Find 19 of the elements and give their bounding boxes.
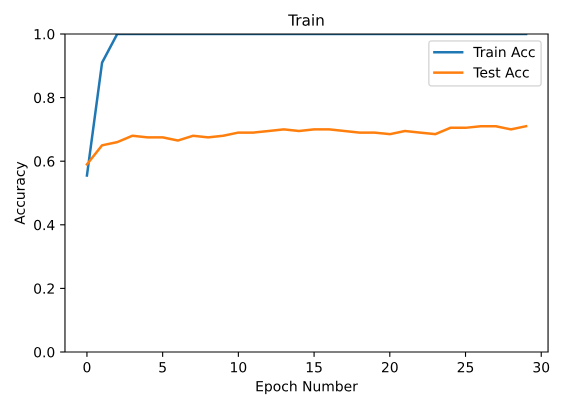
y-axis-title: Accuracy <box>14 162 28 225</box>
y-tick-label: 0.2 <box>34 283 54 294</box>
x-axis-title: Epoch Number <box>256 380 358 394</box>
chart-title: Train <box>288 14 324 26</box>
y-tick-label: 1.0 <box>34 28 54 40</box>
legend-label: Train Acc <box>473 46 535 58</box>
x-tick-label: 20 <box>382 362 398 372</box>
y-tick-label: 0.0 <box>34 346 54 358</box>
x-tick-label: 30 <box>533 362 550 372</box>
x-tick-label: 25 <box>458 362 474 372</box>
line-series <box>86 124 528 166</box>
x-tick-label: 5 <box>159 362 166 372</box>
y-tick-label: 0.8 <box>34 92 54 104</box>
x-tick-label: 15 <box>306 362 322 372</box>
y-tick-label: 0.6 <box>34 156 54 167</box>
x-tick-label: 10 <box>231 362 246 372</box>
y-tick-label: 0.4 <box>34 220 54 230</box>
legend-label: Test Acc <box>473 67 529 78</box>
x-tick-label: 0 <box>83 362 90 372</box>
